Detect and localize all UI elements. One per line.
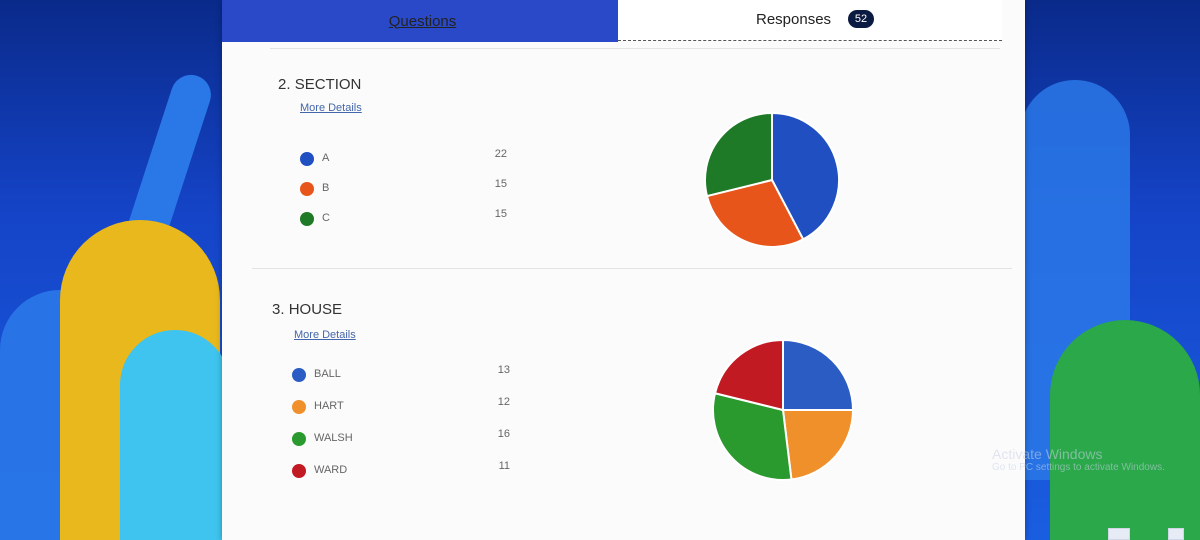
question-title: 3. HOUSE <box>272 301 342 318</box>
tab-responses-label: Responses <box>756 11 832 28</box>
form-responses-panel: Questions Responses 52 2. SECTION More D… <box>222 0 1025 540</box>
watermark-title: Activate Windows <box>992 446 1103 462</box>
option-label: WARD <box>314 464 348 476</box>
question-number: 2. <box>278 76 291 93</box>
question-name: SECTION <box>294 76 362 93</box>
pie-slice <box>781 409 855 481</box>
option-label: B <box>322 182 330 194</box>
option-label: HART <box>314 400 344 412</box>
legend-color-dot <box>300 152 314 166</box>
option-count: 11 <box>498 460 510 472</box>
question-title: 2. SECTION <box>278 76 361 93</box>
pie-chart <box>704 111 840 248</box>
keyboard-icon[interactable] <box>1108 528 1130 540</box>
legend-color-dot <box>300 182 314 196</box>
tab-responses[interactable]: Responses 52 <box>618 0 1002 41</box>
activation-watermark: Activate Windows Go to PC settings to ac… <box>992 446 1165 473</box>
more-details-link[interactable]: More Details <box>300 102 362 114</box>
legend-color-dot <box>300 212 314 226</box>
divider <box>252 268 1012 269</box>
legend-color-dot <box>292 432 306 446</box>
background-figure <box>120 330 230 540</box>
pie-slice <box>771 111 840 241</box>
option-label: BALL <box>314 368 341 380</box>
tab-questions-label: Questions <box>388 12 457 30</box>
divider <box>270 48 1000 49</box>
option-count: 13 <box>497 364 510 376</box>
option-count: 15 <box>494 208 507 220</box>
pie-slice <box>705 178 805 248</box>
option-count: 15 <box>494 178 507 190</box>
option-label: C <box>322 212 330 224</box>
tray-icon[interactable] <box>1168 528 1184 540</box>
option-count: 22 <box>494 148 507 160</box>
more-details-link[interactable]: More Details <box>294 329 356 341</box>
legend-color-dot <box>292 368 306 382</box>
response-count-badge: 52 <box>848 10 874 28</box>
option-label: WALSH <box>314 432 353 444</box>
option-count: 16 <box>497 428 510 440</box>
legend-color-dot <box>292 400 306 414</box>
question-number: 3. <box>272 301 285 318</box>
option-count: 12 <box>497 396 510 408</box>
legend-color-dot <box>292 464 306 478</box>
pie-slice <box>782 338 855 411</box>
pie-slice <box>712 392 793 481</box>
option-label: A <box>322 152 330 164</box>
tab-questions[interactable]: Questions <box>222 0 618 42</box>
pie-slice <box>713 338 784 412</box>
question-name: HOUSE <box>288 301 343 318</box>
pie-chart <box>712 338 855 481</box>
background-figure <box>1050 320 1200 540</box>
watermark-subtitle: Go to PC settings to activate Windows. <box>992 462 1165 473</box>
pie-slice <box>704 111 773 198</box>
tab-bar: Questions Responses 52 <box>222 0 1025 42</box>
